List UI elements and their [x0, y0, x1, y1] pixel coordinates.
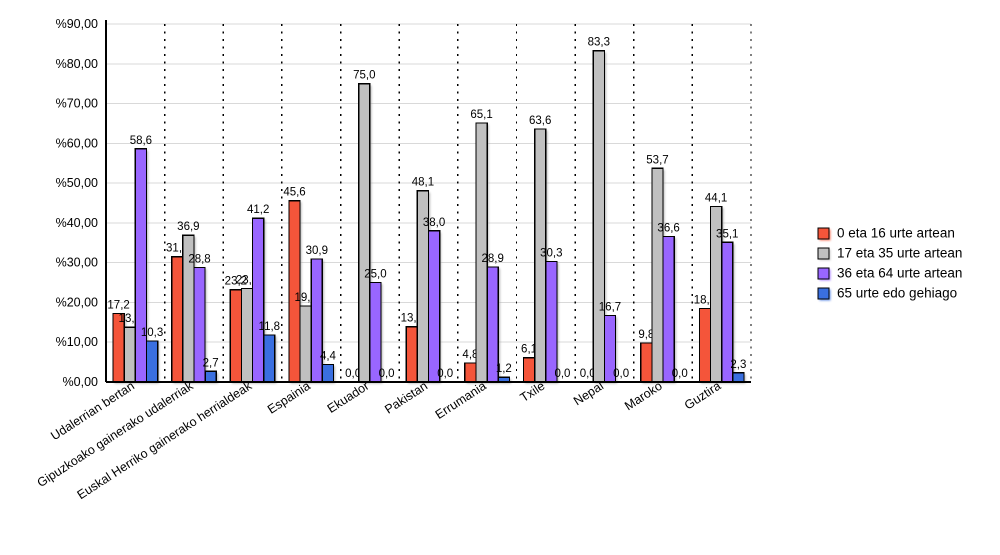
- svg-text:63,6: 63,6: [529, 115, 551, 127]
- svg-text:0,0: 0,0: [379, 368, 395, 380]
- svg-text:%20,00: %20,00: [56, 295, 98, 309]
- svg-text:65 urte edo gehiago: 65 urte edo gehiago: [837, 286, 957, 301]
- svg-text:%50,00: %50,00: [56, 176, 98, 190]
- svg-text:0,0: 0,0: [437, 368, 453, 380]
- svg-text:%0,00: %0,00: [63, 375, 98, 389]
- svg-text:0,0: 0,0: [613, 368, 629, 380]
- svg-text:%90,00: %90,00: [56, 17, 98, 31]
- svg-text:35,1: 35,1: [716, 228, 738, 240]
- svg-text:11,8: 11,8: [259, 321, 281, 333]
- svg-text:53,7: 53,7: [646, 154, 668, 166]
- svg-text:38,0: 38,0: [423, 217, 445, 229]
- svg-text:1,2: 1,2: [496, 363, 512, 375]
- svg-text:17 eta 35 urte artean: 17 eta 35 urte artean: [837, 246, 962, 261]
- svg-text:0 eta 16 urte artean: 0 eta 16 urte artean: [837, 226, 955, 241]
- svg-text:%80,00: %80,00: [56, 57, 98, 71]
- svg-text:36 eta 64 urte artean: 36 eta 64 urte artean: [837, 266, 962, 281]
- svg-text:28,8: 28,8: [188, 253, 210, 265]
- svg-text:16,7: 16,7: [599, 302, 621, 314]
- svg-text:2,3: 2,3: [730, 359, 746, 371]
- svg-text:48,1: 48,1: [412, 177, 434, 189]
- svg-text:28,9: 28,9: [482, 253, 504, 265]
- svg-text:30,3: 30,3: [540, 247, 562, 259]
- svg-text:%70,00: %70,00: [56, 97, 98, 111]
- svg-text:0,0: 0,0: [672, 368, 688, 380]
- svg-text:0,0: 0,0: [554, 368, 570, 380]
- svg-text:45,6: 45,6: [283, 187, 305, 199]
- svg-text:36,9: 36,9: [177, 221, 199, 233]
- svg-text:41,2: 41,2: [247, 204, 269, 216]
- svg-text:83,3: 83,3: [588, 37, 610, 49]
- svg-text:17,2: 17,2: [107, 300, 129, 312]
- svg-text:44,1: 44,1: [705, 193, 727, 205]
- svg-text:2,7: 2,7: [203, 357, 219, 369]
- svg-text:75,0: 75,0: [353, 70, 375, 82]
- svg-text:%10,00: %10,00: [56, 335, 98, 349]
- svg-text:25,0: 25,0: [364, 269, 386, 281]
- svg-text:30,9: 30,9: [306, 245, 328, 257]
- svg-text:65,1: 65,1: [470, 109, 492, 121]
- svg-text:58,6: 58,6: [130, 135, 152, 147]
- svg-text:10,3: 10,3: [141, 327, 163, 339]
- svg-text:%60,00: %60,00: [56, 136, 98, 150]
- svg-text:36,6: 36,6: [657, 222, 679, 234]
- svg-text:4,4: 4,4: [320, 351, 337, 363]
- svg-text:%40,00: %40,00: [56, 216, 98, 230]
- svg-text:%30,00: %30,00: [56, 256, 98, 270]
